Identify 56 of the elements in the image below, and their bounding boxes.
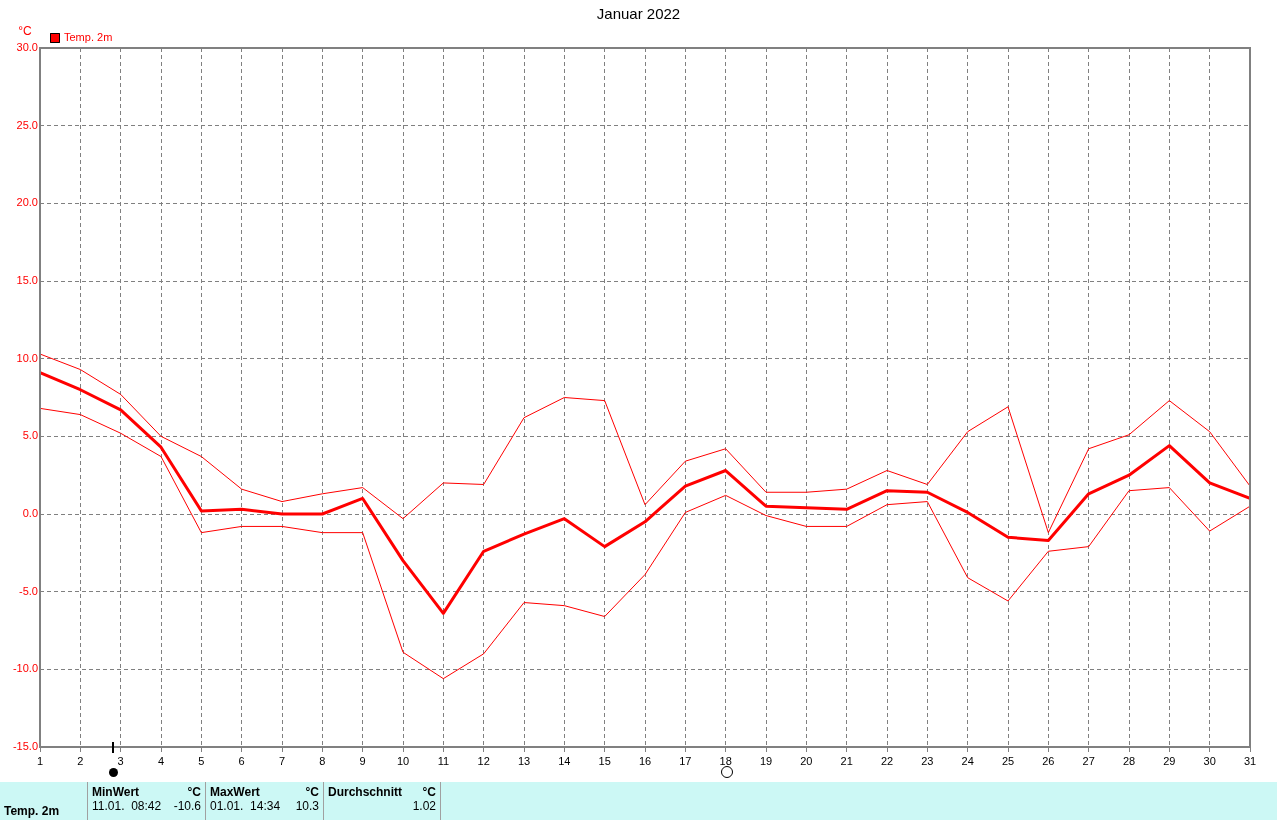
text: 1.02 bbox=[412, 799, 436, 813]
text: MaxWert bbox=[210, 785, 260, 799]
x-tick-label: 19 bbox=[759, 754, 773, 767]
text: MinWert bbox=[92, 785, 140, 799]
x-tick-label: 30 bbox=[1203, 754, 1216, 767]
x-tick-label: 18 bbox=[719, 754, 732, 767]
x-tick-label: 16 bbox=[638, 754, 652, 767]
x-tick-label: 25 bbox=[1001, 754, 1015, 767]
x-tick-label: 26 bbox=[1042, 754, 1055, 767]
text: 11.01. 08:42 bbox=[92, 799, 162, 813]
x-tick-label: 6 bbox=[238, 754, 245, 767]
x-tick-label: 22 bbox=[880, 754, 894, 767]
x-tick-label: 1 bbox=[36, 754, 44, 767]
x-tick-label: 9 bbox=[359, 754, 366, 767]
y-tick-label: 10.0 bbox=[16, 351, 38, 364]
y-tick-label: -10.0 bbox=[12, 662, 38, 675]
text: °C bbox=[422, 785, 436, 799]
y-tick-label: 20.0 bbox=[16, 196, 38, 209]
y-tick-label: -5.0 bbox=[19, 584, 38, 597]
x-tick-label: 24 bbox=[961, 754, 974, 767]
x-tick-label: 20 bbox=[800, 754, 813, 767]
x-tick-label: 31 bbox=[1243, 754, 1257, 767]
legend-label: Temp. 2m bbox=[64, 31, 113, 44]
x-tick-label: 23 bbox=[921, 754, 934, 767]
y-tick-label: 30.0 bbox=[16, 41, 38, 54]
x-tick-label: 14 bbox=[558, 754, 571, 767]
x-tick-label: 3 bbox=[117, 754, 124, 767]
x-tick-label: 4 bbox=[157, 754, 165, 767]
text: -10.6 bbox=[173, 799, 201, 813]
x-tick-label: 11 bbox=[437, 754, 450, 767]
x-tick-label: 7 bbox=[278, 754, 286, 767]
y-axis-title: °C bbox=[18, 24, 33, 39]
x-tick-label: 21 bbox=[840, 754, 853, 767]
chart-title: Januar 2022 bbox=[596, 5, 681, 23]
x-tick-label: 8 bbox=[319, 754, 326, 767]
x-tick-label: 17 bbox=[679, 754, 692, 767]
x-tick-label: 15 bbox=[598, 754, 611, 767]
y-tick-label: -15.0 bbox=[12, 740, 38, 753]
text: 10.3 bbox=[295, 799, 319, 813]
y-tick-label: 25.0 bbox=[16, 118, 38, 131]
y-tick-label: 15.0 bbox=[16, 274, 38, 287]
text: °C bbox=[187, 785, 201, 799]
text: Temp. 2m bbox=[0, 782, 88, 820]
y-tick-label: 5.0 bbox=[22, 429, 38, 442]
x-tick-label: 12 bbox=[477, 754, 490, 767]
x-tick-label: 2 bbox=[77, 754, 84, 767]
x-tick-label: 5 bbox=[198, 754, 205, 767]
x-tick-label: 29 bbox=[1163, 754, 1176, 767]
x-tick-label: 28 bbox=[1122, 754, 1136, 767]
text: 01.01. 14:34 bbox=[210, 799, 281, 813]
x-tick-label: 13 bbox=[517, 754, 531, 767]
text: °C bbox=[305, 785, 319, 799]
text: Durchschnitt bbox=[328, 785, 403, 799]
x-tick-label: 10 bbox=[396, 754, 410, 767]
x-tick-label: 27 bbox=[1082, 754, 1095, 767]
y-tick-label: 0.0 bbox=[22, 507, 38, 520]
